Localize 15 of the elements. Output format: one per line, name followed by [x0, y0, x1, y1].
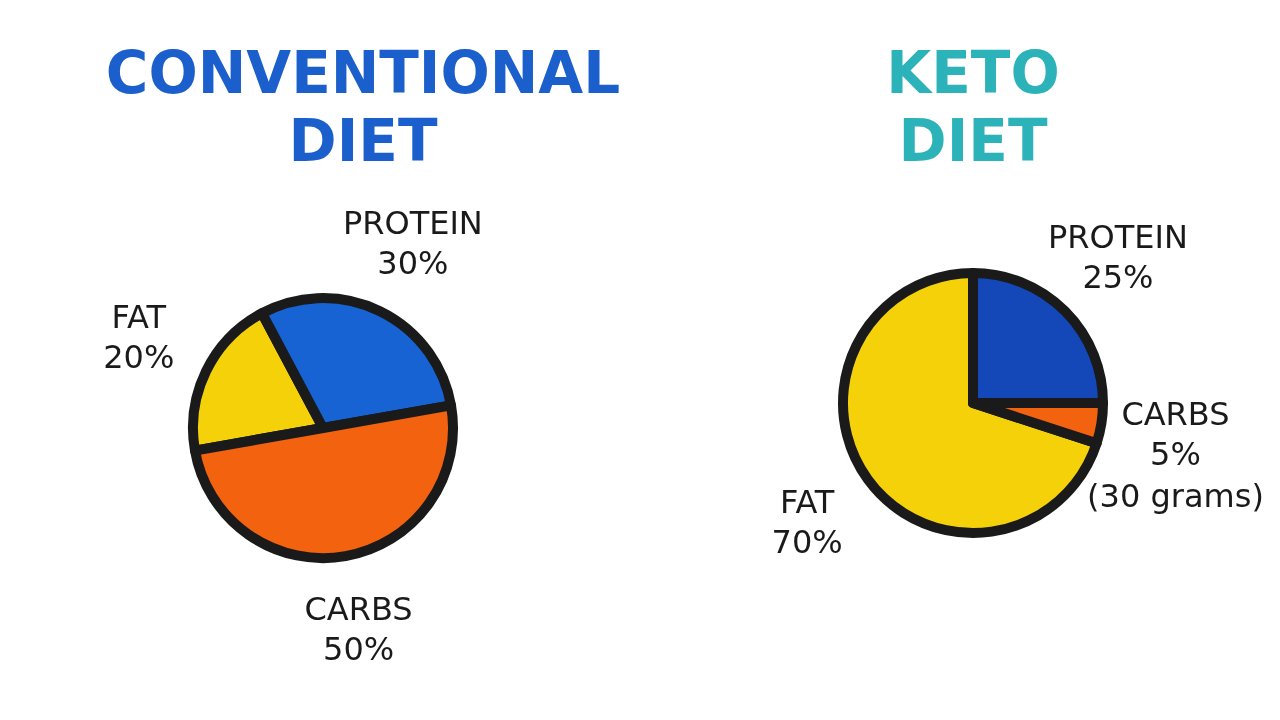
data-label: 30%	[377, 243, 449, 282]
slice-label: CARBS	[1121, 395, 1230, 434]
data-label: 25%	[1082, 258, 1154, 297]
slice-label: FAT	[779, 483, 835, 522]
slice-label: CARBS	[304, 589, 413, 628]
data-label: 70%	[771, 523, 843, 562]
data-label: 5%	[1150, 435, 1201, 474]
slice-label: FAT	[111, 298, 167, 337]
slice-label: PROTEIN	[1048, 218, 1188, 257]
text: (30 grams)	[1087, 477, 1264, 516]
data-label: 50%	[323, 629, 395, 668]
data-label: 20%	[103, 338, 175, 377]
slice-label: PROTEIN	[342, 203, 483, 242]
chart-title: KETO DIET	[886, 39, 1060, 175]
chart-title: CONVENTIONAL DIET	[105, 39, 621, 175]
